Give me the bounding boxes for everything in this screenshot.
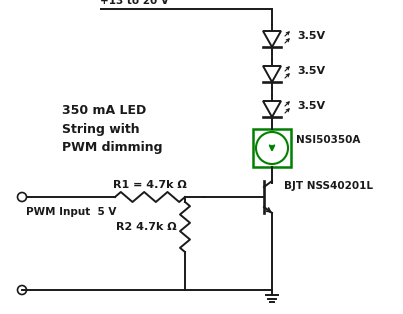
Text: PWM Input  5 V: PWM Input 5 V [26,207,116,217]
Text: 3.5V: 3.5V [297,101,325,111]
Text: R2 4.7k Ω: R2 4.7k Ω [116,222,177,232]
Text: +13 to 20 V: +13 to 20 V [100,0,169,6]
Text: 3.5V: 3.5V [297,31,325,41]
Text: BJT NSS40201L: BJT NSS40201L [284,181,373,191]
Text: NSI50350A: NSI50350A [296,135,360,145]
Text: 3.5V: 3.5V [297,66,325,76]
Bar [253,129,291,167]
Text: R1 = 4.7k Ω: R1 = 4.7k Ω [113,180,187,190]
Text: 350 mA LED
String with
PWM dimming: 350 mA LED String with PWM dimming [62,105,162,154]
